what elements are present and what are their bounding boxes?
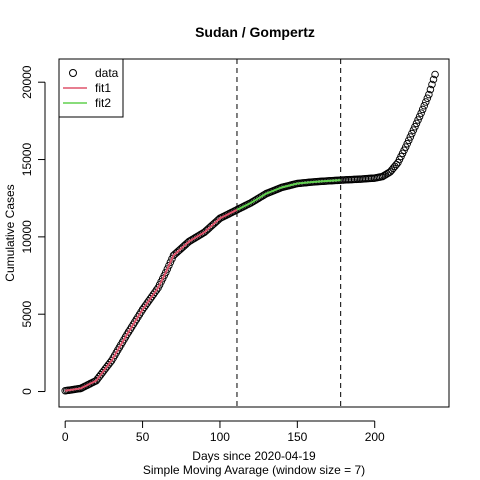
- x-axis-sublabel: Simple Moving Avarage (window size = 7): [143, 463, 365, 477]
- y-axis-label: Cumulative Cases: [3, 184, 17, 281]
- x-axis-label: Days since 2020-04-19: [192, 449, 316, 463]
- data-point: [422, 99, 429, 106]
- fit1-line: [65, 210, 237, 391]
- data-point: [419, 106, 426, 113]
- x-tick-label: 150: [287, 430, 307, 444]
- y-tick-label: 0: [20, 388, 34, 395]
- y-tick-label: 20000: [20, 65, 34, 99]
- y-tick-label: 5000: [20, 301, 34, 328]
- y-tick-label: 10000: [20, 220, 34, 254]
- x-tick-label: 200: [365, 430, 385, 444]
- chart-title: Sudan / Gompertz: [195, 24, 315, 40]
- legend-label-fit1: fit1: [95, 81, 111, 95]
- data-points: [62, 71, 438, 394]
- x-tick-label: 0: [62, 430, 69, 444]
- x-axis: 0 50 100 150 200: [62, 421, 385, 444]
- y-tick-label: 15000: [20, 143, 34, 177]
- legend-label-fit2: fit2: [95, 96, 111, 110]
- data-point: [424, 95, 431, 102]
- x-tick-label: 100: [210, 430, 230, 444]
- fit1-series: [65, 210, 237, 391]
- vertical-reference-lines: [237, 59, 341, 407]
- x-tick-label: 50: [136, 430, 150, 444]
- y-axis: 0 5000 10000 15000 20000: [20, 65, 45, 395]
- legend-label-data: data: [95, 66, 119, 80]
- legend: data fit1 fit2: [59, 59, 123, 117]
- data-point: [421, 102, 428, 109]
